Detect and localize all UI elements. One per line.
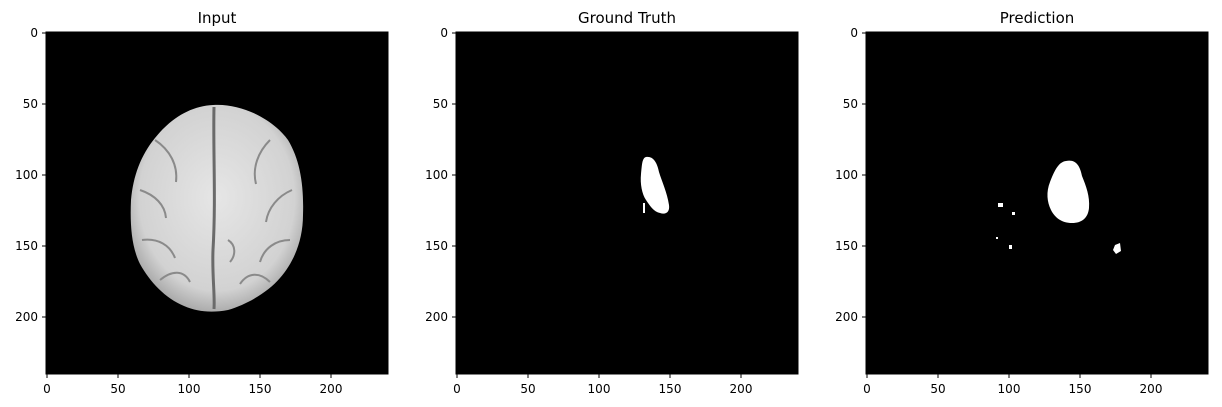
x-tick-label: 150 (1069, 382, 1092, 396)
x-tick-label: 50 (110, 382, 125, 396)
x-tick-label: 50 (520, 382, 535, 396)
prediction-image-background (866, 32, 1208, 374)
y-tick-label: 100 (835, 168, 858, 182)
ground-truth-axes-frame (455, 31, 799, 375)
x-tick-label: 0 (43, 382, 51, 396)
x-tick-label: 200 (730, 382, 753, 396)
y-tick-label: 100 (15, 168, 38, 182)
brain-mri-image (130, 104, 304, 312)
panel-ground-truth: Ground Truth 0 50 100 150 200 0 50 (425, 9, 799, 396)
x-tick-label: 200 (1140, 382, 1163, 396)
input-x-axis: 0 50 100 150 200 (43, 374, 342, 396)
y-tick-label: 200 (425, 310, 448, 324)
y-tick-label: 50 (23, 97, 38, 111)
panel-input: Input 0 50 1 (15, 9, 389, 396)
x-tick-label: 0 (453, 382, 461, 396)
input-axes-frame (45, 31, 389, 375)
x-tick-label: 100 (998, 382, 1021, 396)
ground-truth-y-axis: 0 50 100 150 200 (425, 26, 456, 324)
ground-truth-x-axis: 0 50 100 150 200 (453, 374, 752, 396)
y-tick-label: 50 (433, 97, 448, 111)
ground-truth-mask (640, 156, 670, 214)
y-tick-label: 0 (850, 26, 858, 40)
y-tick-label: 200 (835, 310, 858, 324)
prediction-mask (996, 160, 1121, 254)
x-tick-label: 200 (320, 382, 343, 396)
y-tick-label: 0 (30, 26, 38, 40)
prediction-y-axis: 0 50 100 150 200 (835, 26, 866, 324)
prediction-axes-frame (865, 31, 1209, 375)
y-tick-label: 50 (843, 97, 858, 111)
y-tick-label: 0 (440, 26, 448, 40)
y-tick-label: 150 (425, 239, 448, 253)
x-tick-label: 0 (863, 382, 871, 396)
panel-title-prediction: Prediction (1000, 9, 1075, 27)
ground-truth-image-background (456, 32, 798, 374)
y-tick-label: 200 (15, 310, 38, 324)
panel-title-ground-truth: Ground Truth (578, 9, 676, 27)
x-tick-label: 50 (930, 382, 945, 396)
panel-title-input: Input (198, 9, 237, 27)
x-tick-label: 150 (659, 382, 682, 396)
y-tick-label: 150 (15, 239, 38, 253)
input-y-axis: 0 50 100 150 200 (15, 26, 46, 324)
panel-prediction: Prediction 0 50 100 150 200 (835, 9, 1209, 396)
x-tick-label: 100 (178, 382, 201, 396)
y-tick-label: 100 (425, 168, 448, 182)
y-tick-label: 150 (835, 239, 858, 253)
prediction-x-axis: 0 50 100 150 200 (863, 374, 1162, 396)
x-tick-label: 100 (588, 382, 611, 396)
x-tick-label: 150 (249, 382, 272, 396)
